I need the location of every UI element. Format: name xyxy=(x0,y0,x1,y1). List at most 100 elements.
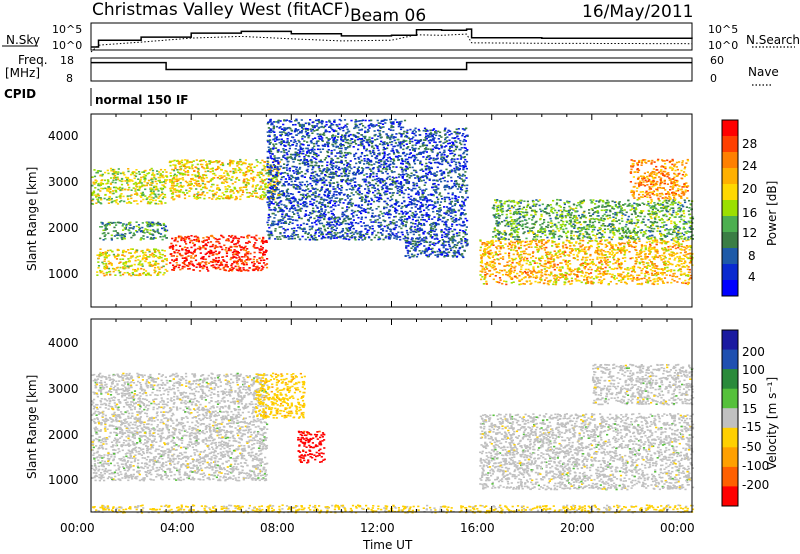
heatmap-cell xyxy=(149,222,152,225)
heatmap-cell xyxy=(380,160,383,162)
heatmap-cell xyxy=(213,161,216,163)
heatmap-cell xyxy=(99,251,102,254)
heatmap-cell xyxy=(184,159,187,161)
heatmap-cell xyxy=(311,124,314,127)
heatmap-cell xyxy=(294,180,297,182)
heatmap-cell xyxy=(104,223,107,226)
heatmap-cell xyxy=(343,169,346,172)
heatmap-cell xyxy=(95,171,98,174)
heatmap-cell xyxy=(439,207,442,209)
heatmap-cell xyxy=(270,185,273,188)
heatmap-cell xyxy=(159,233,163,235)
heatmap-cell xyxy=(360,122,363,125)
heatmap-cell xyxy=(200,176,203,179)
heatmap-cell xyxy=(311,161,314,163)
heatmap-cell xyxy=(121,180,124,182)
heatmap-cell xyxy=(306,152,309,154)
heatmap-cell xyxy=(184,249,187,251)
heatmap-cell xyxy=(312,171,315,174)
heatmap-cell xyxy=(395,200,398,203)
heatmap-cell xyxy=(297,205,300,208)
heatmap-cell xyxy=(311,225,314,228)
heatmap-cell xyxy=(165,179,168,181)
heatmap-cell xyxy=(365,200,368,203)
heatmap-cell xyxy=(283,236,286,239)
heatmap-cell xyxy=(104,234,107,236)
heatmap-cell xyxy=(456,242,459,244)
heatmap-cell xyxy=(350,236,353,239)
heatmap-cell xyxy=(463,136,467,138)
heatmap-cell xyxy=(236,269,239,271)
heatmap-cell xyxy=(335,201,338,203)
heatmap-cell xyxy=(226,238,229,241)
heatmap-cell xyxy=(442,171,446,173)
heatmap-cell xyxy=(111,267,115,270)
heatmap-cell xyxy=(421,143,424,145)
heatmap-cell xyxy=(391,176,394,179)
heatmap-cell xyxy=(357,216,360,219)
heatmap-cell xyxy=(314,192,317,194)
heatmap-cell xyxy=(342,139,345,141)
heatmap-cell xyxy=(283,119,286,121)
heatmap-cell xyxy=(280,176,284,179)
heatmap-cell xyxy=(444,137,447,139)
heatmap-cell xyxy=(200,178,203,181)
heatmap-cell xyxy=(124,267,127,269)
heatmap-cell xyxy=(306,196,309,199)
heatmap-cell xyxy=(322,132,326,134)
heatmap-cell xyxy=(391,133,394,136)
heatmap-cell xyxy=(324,213,327,216)
heatmap-cell xyxy=(170,187,173,189)
heatmap-cell xyxy=(292,231,295,234)
heatmap-cell xyxy=(329,185,332,188)
heatmap-cell xyxy=(456,188,459,190)
heatmap-cell xyxy=(396,192,399,194)
heatmap-cell xyxy=(347,142,350,145)
heatmap-cell xyxy=(108,271,111,273)
heatmap-cell xyxy=(98,255,101,257)
heatmap-cell xyxy=(442,142,445,144)
heatmap-cell xyxy=(145,258,148,260)
heatmap-cell xyxy=(270,150,273,153)
heatmap-cell xyxy=(309,182,312,185)
heatmap-cell xyxy=(157,190,160,192)
heatmap-cell xyxy=(335,237,339,239)
heatmap-cell xyxy=(187,249,190,252)
heatmap-cell xyxy=(400,207,403,210)
heatmap-cell xyxy=(208,162,211,165)
heatmap-cell xyxy=(141,257,145,259)
heatmap-cell xyxy=(224,180,227,183)
heatmap-cell xyxy=(340,192,343,194)
heatmap-cell xyxy=(395,235,398,238)
heatmap-cell xyxy=(386,226,389,229)
heatmap-cell xyxy=(290,132,293,135)
heatmap-cell xyxy=(368,160,372,162)
heatmap-cell xyxy=(182,192,185,194)
heatmap-cell xyxy=(239,168,242,170)
heatmap-cell xyxy=(309,176,312,179)
heatmap-cell xyxy=(272,148,275,150)
heatmap-cell xyxy=(161,238,164,241)
heatmap-cell xyxy=(184,238,187,240)
heatmap-cell xyxy=(146,172,149,175)
heatmap-cell xyxy=(295,129,298,132)
heatmap-cell xyxy=(279,120,282,122)
heatmap-cell xyxy=(309,152,312,154)
heatmap-cell xyxy=(210,264,213,267)
heatmap-cell xyxy=(180,254,183,257)
heatmap-cell xyxy=(221,248,224,251)
heatmap-cell xyxy=(455,161,458,164)
heatmap-cell xyxy=(357,132,360,135)
heatmap-cell xyxy=(366,176,369,178)
heatmap-cell xyxy=(401,218,404,221)
heatmap-cell xyxy=(282,123,285,126)
heatmap-cell xyxy=(124,263,128,265)
heatmap-cell xyxy=(379,178,382,180)
heatmap-cell xyxy=(180,185,183,188)
heatmap-cell xyxy=(396,144,399,147)
heatmap-cell xyxy=(292,230,295,232)
heatmap-cell xyxy=(270,230,273,233)
heatmap-cell xyxy=(114,269,117,271)
heatmap-cell xyxy=(241,256,244,258)
heatmap-cell xyxy=(236,242,239,244)
